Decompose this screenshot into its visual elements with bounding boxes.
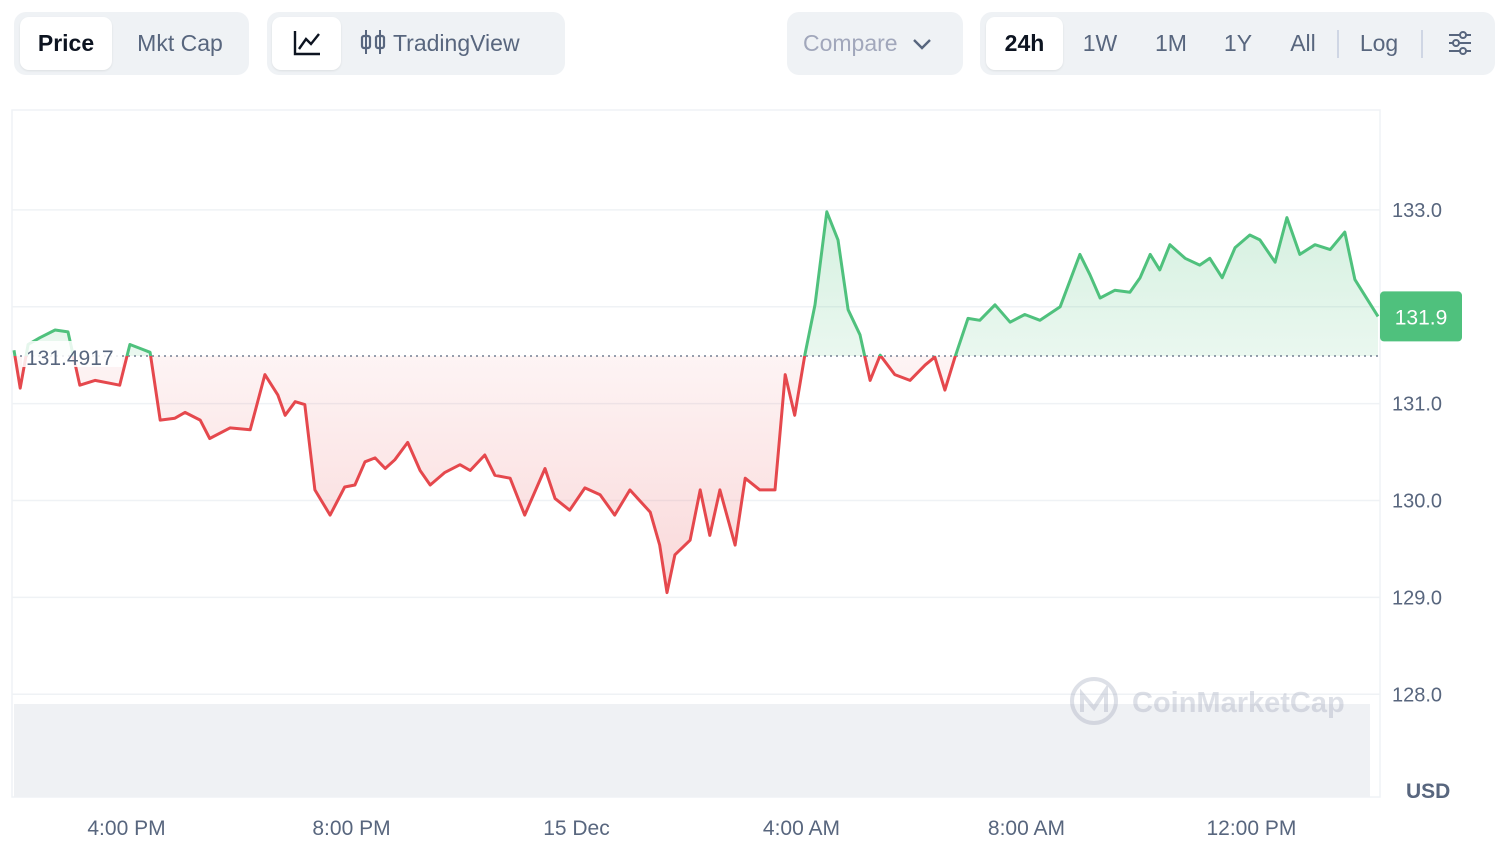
y-tick-label: 132.0 (1392, 297, 1442, 319)
separator (1337, 30, 1339, 58)
plot-frame (11, 109, 1381, 798)
x-tick-label: 12:00 PM (1206, 817, 1296, 840)
range-button[interactable]: 1M (1155, 30, 1187, 56)
currency-label: USD (1406, 780, 1450, 803)
line-mode[interactable] (272, 17, 341, 70)
compare-dropdown[interactable]: Compare (787, 12, 963, 75)
watermark-text: CoinMarketCap (1132, 687, 1345, 719)
compare-text: Compare (803, 17, 953, 70)
line-icon (293, 31, 320, 56)
tradingview-mode[interactable]: TradingView (359, 17, 555, 70)
tab-group: Price Mkt Cap (14, 12, 249, 75)
y-tick-label: 128.0 (1392, 684, 1442, 706)
y-tick-label: 131.0 (1392, 394, 1442, 416)
range-group: 24h 1W 1M 1Y All Log (980, 12, 1495, 75)
mode-group: TradingView (267, 12, 565, 75)
candle-icon (360, 30, 386, 54)
last-price-label: 131.9 (1395, 306, 1448, 329)
range-button[interactable]: 1W (1082, 30, 1118, 56)
baseline-label: 131.4917 (26, 347, 114, 370)
settings-button[interactable] (1438, 17, 1482, 70)
x-tick-label: 4:00 PM (87, 817, 165, 840)
range-button[interactable]: All (1290, 30, 1316, 56)
range-button[interactable]: 1Y (1223, 30, 1253, 56)
y-tick-label: 130.0 (1392, 491, 1442, 513)
volume-backdrop (14, 704, 1370, 797)
chevron (913, 39, 931, 50)
price-line (12, 210, 1380, 595)
area-fill (14, 211, 1378, 593)
separator (1421, 30, 1423, 58)
compare-label: Compare (803, 30, 898, 56)
tab[interactable]: Mkt Cap (137, 30, 223, 56)
last-price-badge (1380, 291, 1462, 342)
x-tick-label: 8:00 AM (988, 817, 1065, 840)
y-tick-label: 133.0 (1392, 200, 1442, 222)
log-button[interactable]: Log (1359, 30, 1399, 56)
x-tick-label: 4:00 AM (763, 817, 840, 840)
x-tick-label: 8:00 PM (312, 817, 390, 840)
watermark: CoinMarketCap (1070, 677, 1345, 725)
tradingview-label: TradingView (392, 30, 520, 56)
y-tick-label: 129.0 (1392, 587, 1442, 609)
range-button[interactable]: 24h (986, 17, 1063, 70)
x-tick-label: 15 Dec (543, 817, 610, 840)
settings-icon (1449, 31, 1471, 55)
tab[interactable]: Price (20, 17, 112, 70)
baseline-label-bg (22, 340, 122, 367)
